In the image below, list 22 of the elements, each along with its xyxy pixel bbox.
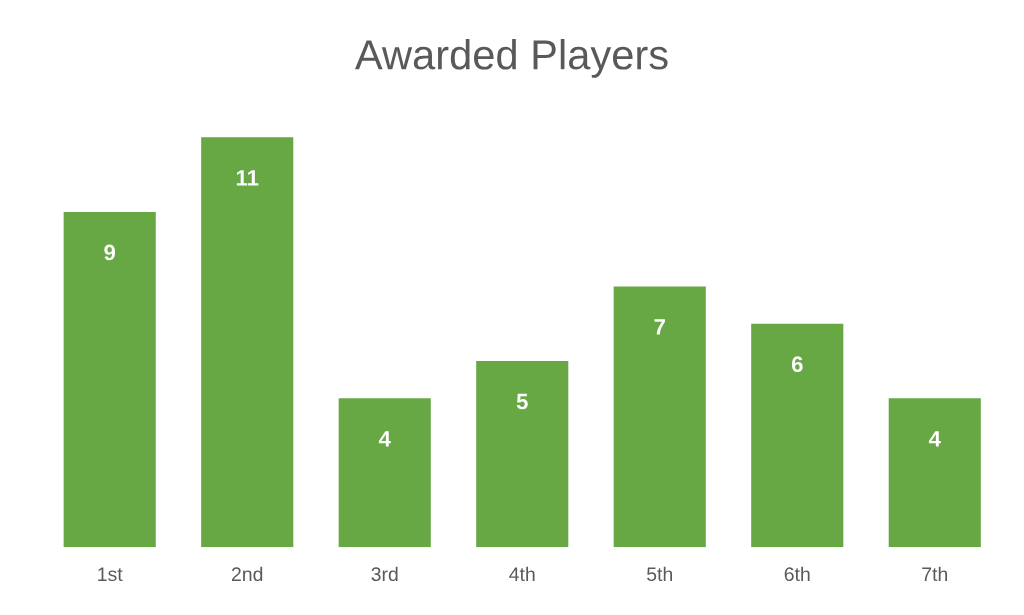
x-tick-label: 1st <box>98 567 123 582</box>
data-label: 6 <box>791 356 803 373</box>
x-tick-label: 6th <box>784 566 810 582</box>
bar <box>613 286 706 548</box>
x-tick-label: 7th <box>922 566 948 582</box>
data-label: 4 <box>928 431 941 447</box>
bar <box>338 398 431 548</box>
x-tick-label: 4th <box>509 566 535 582</box>
chart-title: Awarded Players <box>354 39 668 78</box>
x-tick-label: 2nd <box>231 566 263 582</box>
bar <box>63 211 156 548</box>
data-label: 7 <box>654 319 665 335</box>
bar <box>476 360 569 548</box>
bar <box>201 137 294 548</box>
x-tick-label: 3rd <box>371 566 398 582</box>
data-label: 5 <box>516 393 528 410</box>
bar <box>751 323 844 548</box>
data-label: 11 <box>236 170 259 186</box>
data-label: 9 <box>104 244 116 261</box>
bar <box>888 398 981 548</box>
data-label: 4 <box>378 431 391 447</box>
x-tick-label: 5th <box>647 566 672 582</box>
